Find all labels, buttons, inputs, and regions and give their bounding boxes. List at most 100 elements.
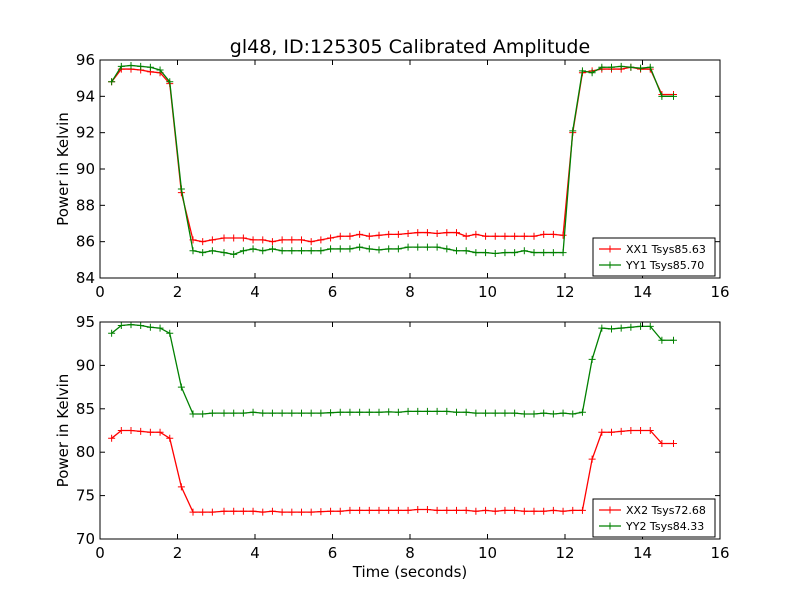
data-point <box>199 238 207 246</box>
data-point <box>569 127 577 135</box>
x-tick-label: 2 <box>173 544 183 562</box>
data-point <box>278 236 286 244</box>
data-point <box>482 506 490 514</box>
data-point <box>108 329 116 337</box>
data-point <box>278 247 286 255</box>
data-point <box>530 507 538 515</box>
data-point <box>208 247 216 255</box>
series-line <box>111 323 674 415</box>
data-point <box>385 230 393 238</box>
data-point <box>356 230 364 238</box>
data-point <box>327 409 335 417</box>
data-point <box>627 427 635 434</box>
data-point <box>346 408 354 416</box>
data-point <box>569 410 577 418</box>
data-point <box>549 230 557 238</box>
data-point <box>414 229 422 237</box>
data-point <box>117 322 125 329</box>
y-tick-label: 70 <box>76 530 95 548</box>
data-point <box>189 410 197 418</box>
chart-title: gl48, ID:125305 Calibrated Amplitude <box>230 36 590 58</box>
x-tick-label: 14 <box>633 283 652 301</box>
data-point <box>443 407 451 415</box>
data-point <box>443 229 451 237</box>
data-point <box>658 440 666 448</box>
data-point <box>598 63 606 71</box>
data-point <box>404 506 412 514</box>
data-point <box>375 506 383 514</box>
data-point <box>549 506 557 514</box>
data-point <box>239 247 247 255</box>
x-tick-label: 12 <box>555 283 574 301</box>
x-tick-label: 0 <box>95 544 105 562</box>
legend-box <box>592 498 716 538</box>
data-point <box>414 243 422 251</box>
data-point <box>491 249 499 257</box>
y-tick-label: 85 <box>76 400 95 418</box>
legend-label: XX1 Tsys85.63 <box>626 243 706 256</box>
data-point <box>108 78 116 86</box>
series-1-2 <box>108 61 677 258</box>
data-point <box>670 440 677 448</box>
data-point <box>259 508 267 516</box>
data-point <box>278 508 286 516</box>
data-point <box>491 409 499 417</box>
data-point <box>617 427 625 435</box>
data-point <box>453 408 460 416</box>
legend-marker <box>606 261 614 269</box>
x-tick-label: 12 <box>555 544 574 562</box>
data-point <box>433 243 441 251</box>
data-point <box>404 229 412 237</box>
data-point <box>336 507 344 515</box>
series-line <box>111 64 674 256</box>
data-point <box>511 506 519 514</box>
data-point <box>327 234 335 242</box>
data-point <box>156 324 164 332</box>
data-point <box>375 408 383 416</box>
data-point <box>230 409 238 417</box>
data-point <box>259 409 267 417</box>
x-tick-label: 10 <box>478 544 497 562</box>
data-point <box>146 323 154 331</box>
data-point <box>249 245 257 253</box>
data-point <box>220 249 228 257</box>
y-tick-label: 75 <box>76 487 95 505</box>
data-point <box>189 508 197 516</box>
data-point <box>540 230 548 238</box>
data-point <box>177 483 185 491</box>
legend: XX1 Tsys85.63 YY1 Tsys85.70 <box>592 237 716 277</box>
x-tick-label: 14 <box>633 544 652 562</box>
data-point <box>259 247 267 255</box>
data-point <box>199 249 207 257</box>
data-point <box>288 247 296 255</box>
data-point <box>433 407 441 415</box>
data-point <box>578 67 586 75</box>
data-point <box>239 507 247 515</box>
data-point <box>472 507 480 515</box>
y-tick-label: 90 <box>76 356 95 374</box>
data-point <box>540 409 548 417</box>
data-point <box>288 236 296 244</box>
data-point <box>394 408 402 416</box>
data-point <box>482 249 490 257</box>
data-point <box>520 247 528 255</box>
data-point <box>117 427 125 434</box>
data-point <box>146 63 154 71</box>
data-point <box>199 410 207 418</box>
x-axis-label: Time (seconds) <box>352 563 468 581</box>
y-tick-label: 90 <box>76 160 95 178</box>
data-point <box>588 69 596 77</box>
data-point <box>166 434 174 442</box>
x-tick-label: 8 <box>405 544 415 562</box>
data-point <box>414 407 422 415</box>
data-point <box>472 230 480 238</box>
data-point <box>462 232 470 240</box>
data-point <box>385 245 393 253</box>
data-point <box>317 409 325 417</box>
data-point <box>511 249 519 257</box>
data-point <box>346 506 354 514</box>
data-point <box>156 66 164 74</box>
data-point <box>608 428 615 436</box>
data-point <box>317 247 325 255</box>
data-point <box>569 506 577 514</box>
